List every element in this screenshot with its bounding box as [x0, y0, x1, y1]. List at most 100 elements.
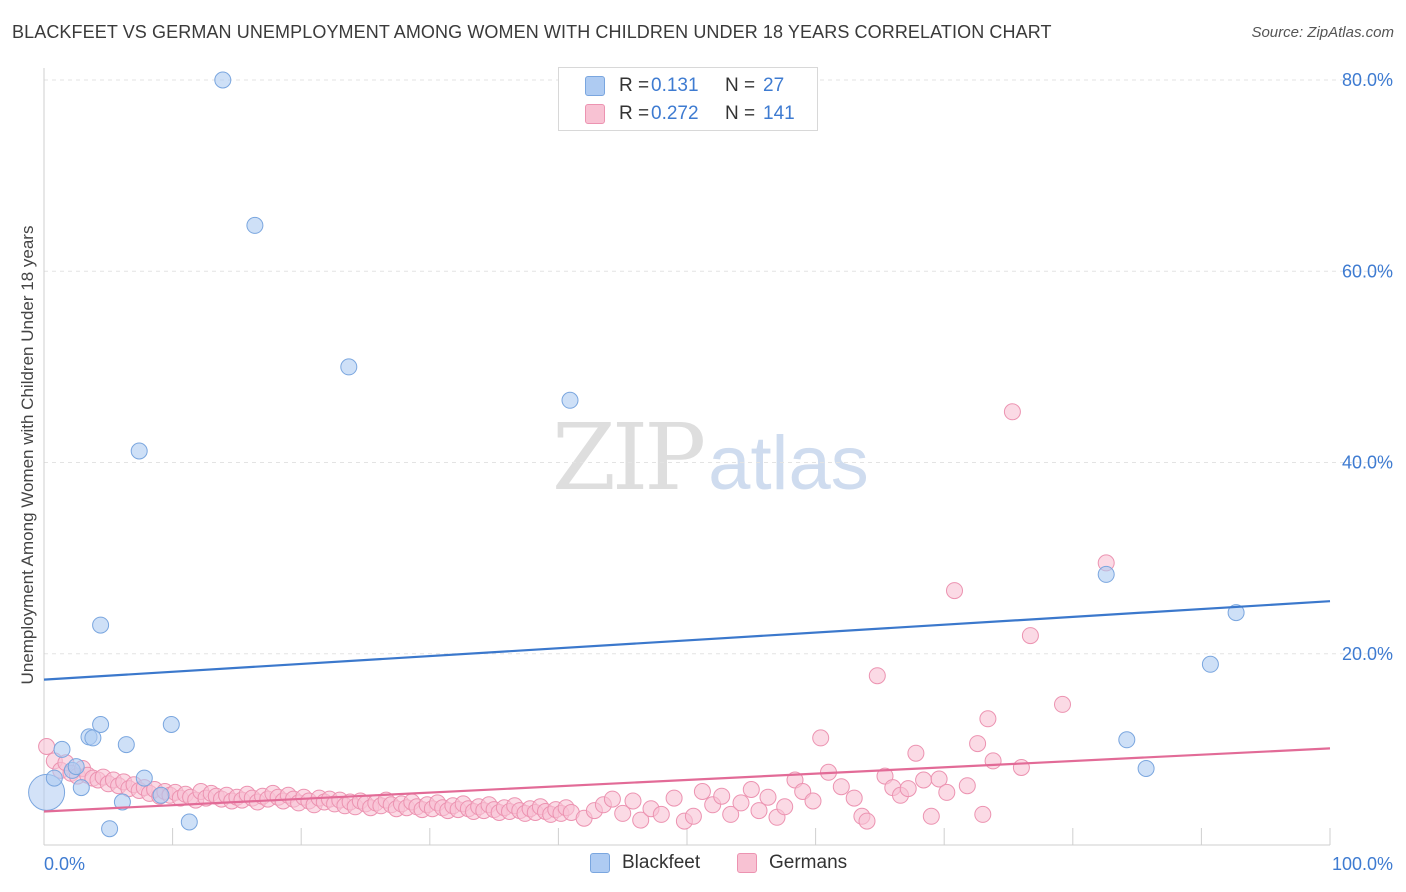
legend-swatch-blackfeet: [590, 853, 610, 873]
legend-n-value: 141: [763, 103, 795, 124]
blackfeet-point: [1097, 565, 1115, 583]
blackfeet-point: [180, 813, 198, 831]
legend-n-label: N =: [725, 75, 756, 96]
legend-r-value: 0.131: [651, 75, 699, 96]
germans-point: [742, 781, 760, 798]
germans-point: [614, 804, 632, 822]
germans-point: [938, 783, 956, 801]
blackfeet-point: [1118, 731, 1136, 749]
blackfeet-point: [92, 716, 110, 733]
blackfeet-point: [1227, 604, 1245, 622]
y-tick-label: 60.0%: [1342, 261, 1393, 281]
germans-point: [958, 777, 976, 795]
blackfeet-point: [72, 779, 90, 797]
germans-point: [632, 811, 650, 829]
legend-swatch-blackfeet: [585, 76, 605, 96]
tick-label-layer: 20.0% 40.0% 60.0% 80.0% 0.0% 100.0%: [44, 70, 1393, 874]
germans-point: [832, 778, 850, 796]
grid-layer: [44, 79, 1392, 655]
germans-point: [1003, 403, 1021, 421]
germans-point: [1054, 695, 1071, 713]
blackfeet-point: [214, 71, 232, 89]
germans-point: [750, 802, 768, 820]
germans-point: [684, 807, 702, 825]
legend-n-label: N =: [725, 103, 756, 124]
legend-swatch-germans: [585, 104, 605, 124]
blackfeet-point: [340, 358, 358, 376]
y-tick-label: 20.0%: [1342, 644, 1393, 664]
x-tick-label: 100.0%: [1332, 854, 1393, 874]
germans-point: [603, 790, 621, 808]
chart-title: BLACKFEET VS GERMAN UNEMPLOYMENT AMONG W…: [12, 22, 1052, 42]
legend-swatch-germans: [737, 853, 757, 873]
germans-point: [868, 667, 886, 685]
legend-r-label: R =: [619, 103, 650, 124]
blackfeet-point: [84, 729, 102, 747]
germans-point: [845, 789, 863, 807]
germans-point: [930, 770, 948, 788]
legend-row-blackfeet: R = 0.131 N = 27: [559, 72, 817, 100]
germans-trend-line: [43, 747, 1331, 813]
legend-item-blackfeet: Blackfeet: [590, 852, 700, 874]
blackfeet-point: [130, 442, 148, 460]
germans-point: [776, 798, 794, 816]
blackfeet-point: [1137, 760, 1155, 777]
blackfeet-point: [92, 616, 110, 634]
germans-point: [1012, 759, 1030, 776]
blackfeet-point: [101, 820, 119, 838]
germans-point: [713, 787, 731, 805]
germans-point: [907, 744, 925, 762]
source-credit: Source: ZipAtlas.com: [1251, 24, 1394, 41]
series-legend: Blackfeet Germans: [0, 852, 1406, 878]
correlation-legend: R = 0.131 N = 27 R = 0.272 N = 141: [558, 67, 818, 131]
germans-point: [665, 789, 683, 807]
trend-layer: [43, 600, 1331, 813]
germans-point: [858, 812, 876, 830]
germans-point: [946, 582, 963, 600]
germans-point: [974, 805, 992, 823]
legend-r-label: R =: [619, 75, 650, 96]
legend-label-blackfeet: Blackfeet: [622, 852, 701, 873]
germans-point: [652, 805, 670, 823]
legend-label-germans: Germans: [769, 852, 848, 873]
germans-point: [984, 752, 1002, 770]
blackfeet-point: [152, 786, 170, 804]
germans-point: [1021, 627, 1039, 645]
germans-point: [922, 807, 940, 825]
germans-point: [732, 794, 750, 812]
germans-point: [899, 780, 917, 798]
germans-point: [804, 792, 822, 810]
blackfeet-point: [53, 740, 71, 758]
germans-point: [979, 710, 997, 728]
germans-point: [38, 738, 56, 755]
blackfeet-trend-line: [43, 600, 1331, 681]
germans-point: [969, 735, 987, 753]
germans-point: [693, 783, 711, 800]
blackfeet-point: [45, 769, 63, 787]
legend-n-value: 27: [763, 75, 785, 96]
blackfeet-points: [28, 71, 1245, 838]
germans-point: [624, 792, 642, 810]
blackfeet-point: [117, 736, 135, 754]
germans-point: [812, 729, 830, 747]
blackfeet-point: [135, 769, 153, 787]
y-tick-label: 40.0%: [1342, 453, 1393, 473]
blackfeet-point: [113, 793, 131, 811]
y-tick-label: 80.0%: [1342, 70, 1393, 90]
germans-point: [722, 805, 740, 823]
germans-point: [915, 771, 933, 789]
germans-point: [759, 788, 777, 806]
watermark: ZIPatlas: [552, 404, 869, 511]
axis-layer: [43, 68, 1331, 846]
blackfeet-point: [67, 758, 85, 776]
y-axis-label: Unemployment Among Women with Children U…: [18, 225, 37, 685]
watermark-atlas: atlas: [708, 421, 869, 506]
blackfeet-point: [246, 216, 264, 234]
blackfeet-point: [162, 716, 180, 733]
legend-r-value: 0.272: [651, 103, 699, 124]
blackfeet-point: [1201, 655, 1219, 673]
legend-item-germans: Germans: [737, 852, 847, 874]
x-tick-label: 0.0%: [44, 854, 85, 874]
blackfeet-point: [561, 391, 579, 409]
